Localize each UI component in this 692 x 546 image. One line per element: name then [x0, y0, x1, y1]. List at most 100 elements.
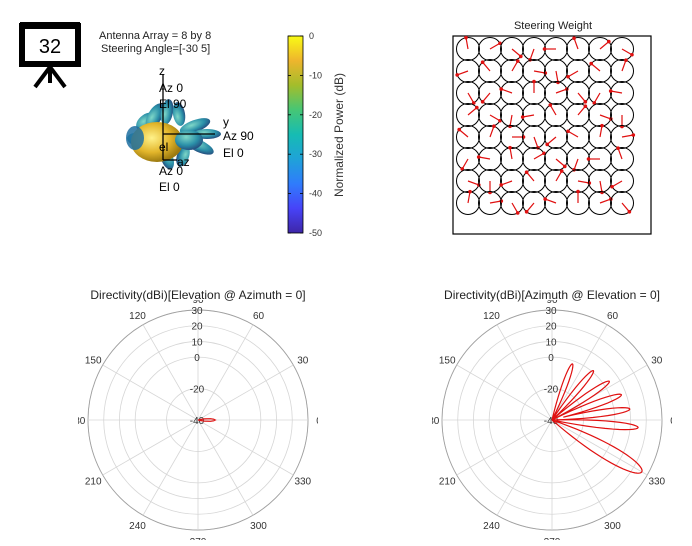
steering-phase-arrow — [511, 202, 519, 214]
steering-element-circle — [478, 59, 502, 83]
steering-phase-tip — [559, 169, 564, 173]
steering-phase-arrow — [590, 63, 601, 72]
polar-angle-label: 0 — [316, 416, 318, 427]
steering-phase-tip — [515, 59, 520, 63]
steering-phase-arrow — [621, 202, 630, 213]
polar-spoke — [142, 324, 199, 421]
steering-phase-arrow — [467, 107, 478, 116]
polar-angle-label: 150 — [439, 356, 456, 367]
steering-phase-tip — [610, 184, 614, 189]
steering-phase-tip — [583, 104, 588, 108]
steering-phase-tip — [520, 115, 525, 119]
polar-angle-label: 240 — [129, 521, 146, 532]
polar-spoke — [496, 419, 553, 516]
steering-phase-arrow — [593, 92, 601, 104]
polar-spoke — [551, 419, 648, 476]
steering-phase-arrow — [482, 61, 491, 72]
steering-phase-tip — [607, 39, 611, 44]
steering-element-circle — [522, 191, 546, 215]
polar-spoke — [102, 419, 199, 476]
steering-element-circle — [522, 147, 546, 171]
steering-element-circle — [588, 59, 612, 83]
y-axis-az: Az 90 — [223, 129, 254, 143]
polar-angle-label: 30 — [297, 356, 309, 367]
polar-angle-label: 240 — [483, 521, 500, 532]
colorbar-ticks: 0 -10 -20 -30 -40 -50 — [288, 31, 322, 238]
steering-phase-arrow — [489, 125, 495, 138]
steering-element-circle — [588, 169, 612, 193]
steering-phase-arrow — [456, 70, 469, 76]
polar-radial-label: 30 — [545, 306, 557, 317]
steering-element-circle — [544, 125, 568, 149]
steering-element-circle — [456, 169, 480, 193]
steering-element-circle — [478, 103, 502, 127]
steering-element-circle — [456, 81, 480, 105]
az-axis-label: az — [177, 155, 190, 169]
steering-element-circle — [456, 147, 480, 171]
steering-phase-tip — [542, 151, 546, 156]
steering-phase-tip — [543, 197, 547, 201]
steering-phase-arrow — [467, 92, 475, 104]
steering-title: Steering Weight — [513, 20, 593, 32]
steering-phase-arrow — [577, 180, 590, 184]
z-axis-az: Az 0 — [159, 81, 183, 95]
steering-element-circle — [566, 81, 590, 105]
polar-spoke — [197, 364, 294, 421]
steering-element-circle — [456, 59, 480, 83]
steering-element-circle — [566, 125, 590, 149]
polar-spoke — [456, 419, 553, 476]
steering-phase-arrow — [567, 130, 579, 138]
steering-phase-tip — [624, 58, 628, 62]
polar-radial-label: 30 — [191, 306, 203, 317]
steering-phase-tip — [545, 142, 549, 147]
steering-phase-tip — [566, 74, 570, 79]
polar-radial-label: -40 — [544, 416, 559, 427]
steering-element-circle — [522, 125, 546, 149]
steering-phase-arrow — [522, 114, 535, 118]
steering-phase-arrow — [511, 60, 519, 72]
steering-element-circle — [588, 81, 612, 105]
steering-phase-arrow — [500, 180, 513, 186]
steering-element-circle — [566, 59, 590, 83]
el-axis-label: el — [159, 140, 168, 154]
steering-phase-arrow — [611, 180, 623, 188]
steering-phase-arrow — [567, 70, 579, 78]
polar-radial-label: -40 — [190, 416, 205, 427]
steering-phase-arrow — [509, 147, 513, 160]
steering-phase-tip — [457, 127, 461, 132]
polar-angle-label: 120 — [129, 311, 146, 322]
steering-phase-tip — [572, 36, 576, 40]
steering-phase-tip — [586, 157, 591, 161]
steering-phase-arrow — [555, 158, 566, 167]
polar-angle-label: 90 — [546, 300, 558, 306]
badge-number: 32 — [39, 36, 61, 58]
steering-element-circle — [588, 191, 612, 215]
steering-phase-tip — [631, 133, 636, 137]
steering-element-circle — [500, 191, 524, 215]
steering-phase-arrow — [509, 114, 513, 127]
steering-phase-tip — [508, 145, 512, 150]
steering-element-circle — [478, 37, 502, 61]
steering-angle-label: Steering Angle=[-30 5] — [101, 43, 211, 55]
steering-phase-arrow — [461, 158, 469, 170]
steering-phase-arrow — [573, 37, 579, 50]
steering-element-circle — [500, 103, 524, 127]
colorbar-label: Normalized Power (dB) — [332, 73, 346, 197]
steering-element-circle — [544, 59, 568, 83]
polar-angle-label: 0 — [670, 416, 672, 427]
steering-phase-arrow — [599, 41, 610, 50]
steering-phase-tip — [630, 52, 634, 57]
steering-phase-tip — [583, 100, 588, 104]
steering-phase-tip — [576, 189, 580, 194]
steering-phase-tip — [566, 129, 570, 134]
polar-angle-label: 60 — [607, 311, 619, 322]
steering-phase-arrow — [599, 125, 603, 138]
polar-angle-label: 330 — [648, 477, 665, 488]
steering-phase-tip — [600, 123, 604, 128]
polar-angle-label: 30 — [651, 356, 663, 367]
polar-series-line — [551, 363, 643, 474]
colorbar-tick-label: -50 — [309, 228, 322, 238]
polar-angle-label: 60 — [253, 311, 265, 322]
steering-phase-tip — [468, 189, 472, 194]
steering-phase-tip — [492, 124, 496, 128]
